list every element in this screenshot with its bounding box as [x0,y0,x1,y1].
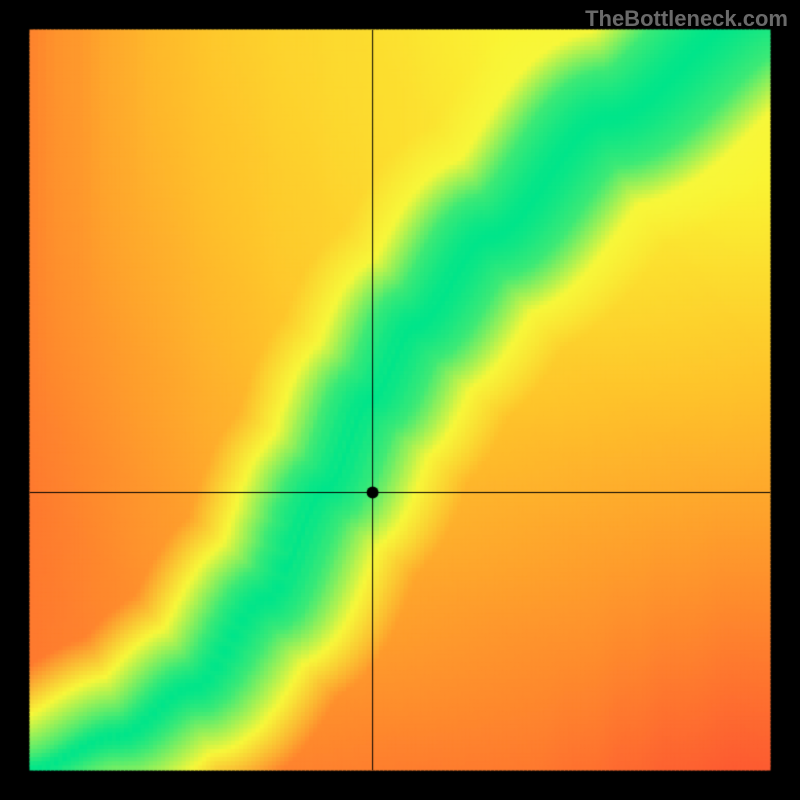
heatmap-canvas [0,0,800,800]
chart-container: TheBottleneck.com [0,0,800,800]
heatmap-canvas-wrap [0,0,800,800]
watermark-label: TheBottleneck.com [585,6,788,31]
watermark-text: TheBottleneck.com [585,6,788,32]
